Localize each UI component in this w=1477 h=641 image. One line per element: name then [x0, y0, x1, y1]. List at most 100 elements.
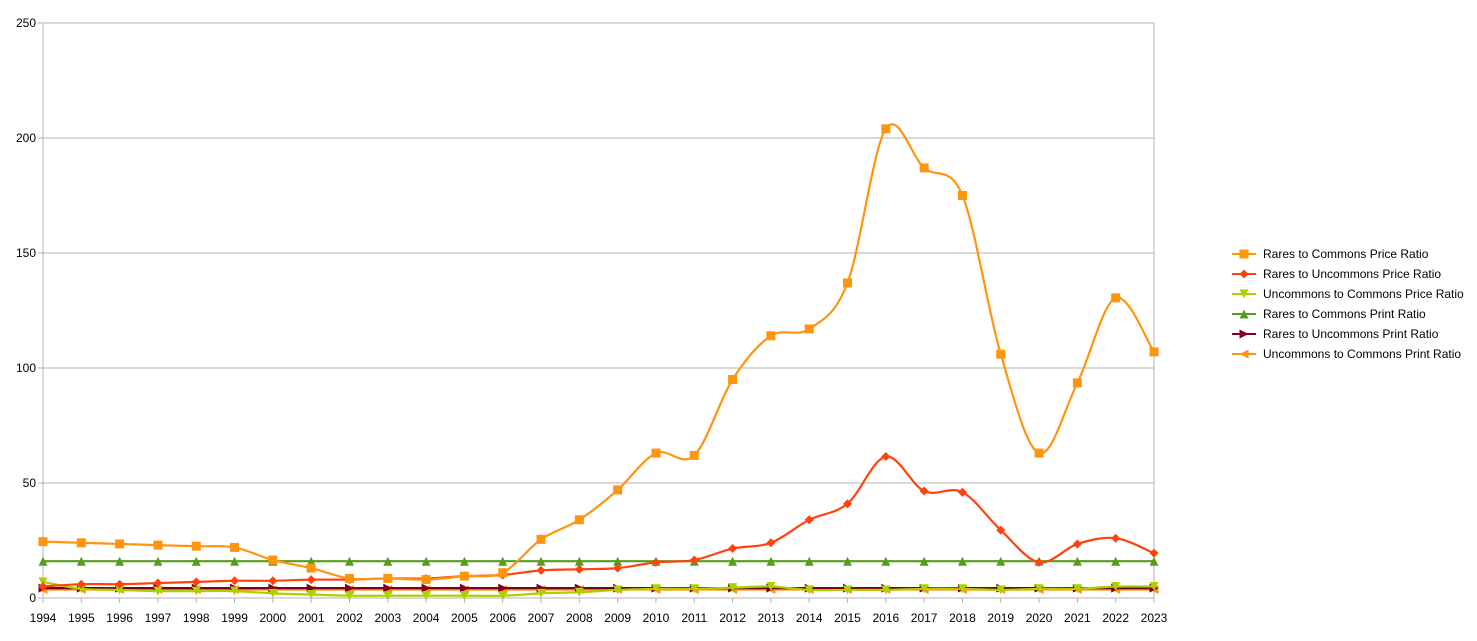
data-point — [804, 556, 814, 566]
legend-item: Rares to Commons Print Ratio — [1232, 307, 1426, 321]
legend-marker — [1239, 249, 1249, 259]
data-point — [1111, 582, 1121, 591]
data-point — [766, 556, 776, 566]
x-tick-label: 2016 — [872, 611, 899, 625]
data-point — [1072, 378, 1082, 388]
data-point — [498, 556, 508, 566]
data-point — [115, 579, 125, 589]
data-point — [1072, 584, 1082, 594]
legend-marker — [1239, 269, 1249, 279]
data-point — [1034, 557, 1044, 567]
data-point — [804, 515, 814, 525]
data-point — [1149, 556, 1159, 566]
legend-label: Rares to Commons Print Ratio — [1263, 307, 1426, 321]
data-point — [651, 584, 661, 594]
x-tick-label: 2020 — [1026, 611, 1053, 625]
data-point — [881, 452, 891, 462]
data-point — [536, 534, 546, 544]
data-point — [153, 540, 163, 550]
data-point — [843, 585, 853, 595]
x-tick-label: 2015 — [834, 611, 861, 625]
data-point — [689, 555, 699, 565]
x-tick-label: 1999 — [221, 611, 248, 625]
data-point — [957, 487, 967, 497]
x-tick-label: 2022 — [1102, 611, 1129, 625]
data-point — [1072, 556, 1082, 566]
data-point — [498, 568, 508, 578]
legend-marker — [1239, 309, 1249, 319]
data-point — [574, 515, 584, 525]
gridlines — [43, 22, 1154, 599]
series-line — [42, 455, 1155, 588]
series-3 — [38, 556, 1159, 566]
data-point — [1072, 539, 1082, 549]
legend-label: Rares to Uncommons Price Ratio — [1263, 267, 1441, 281]
data-point — [766, 331, 776, 341]
data-point — [153, 556, 163, 566]
data-point — [613, 563, 623, 573]
data-point — [268, 588, 278, 598]
series-line — [42, 123, 1155, 581]
data-point — [728, 583, 738, 593]
data-point — [153, 578, 163, 588]
x-tick-label: 1997 — [145, 611, 172, 625]
data-point — [651, 448, 661, 458]
data-point — [383, 591, 393, 601]
data-point — [574, 564, 584, 574]
data-point — [191, 577, 201, 587]
series-0 — [38, 123, 1159, 585]
data-point — [1149, 548, 1159, 558]
data-point — [536, 556, 546, 566]
data-point — [1111, 556, 1121, 566]
y-tick-label: 100 — [16, 361, 36, 375]
data-point — [651, 557, 661, 567]
data-point — [383, 573, 393, 583]
legend-item: Rares to Uncommons Print Ratio — [1232, 327, 1439, 341]
data-point — [919, 486, 929, 496]
data-point — [766, 538, 776, 548]
data-point — [306, 575, 316, 585]
data-point — [843, 278, 853, 288]
data-point — [344, 591, 354, 601]
data-point — [115, 556, 125, 566]
data-point — [613, 585, 623, 595]
data-point — [498, 583, 508, 593]
data-point — [728, 544, 738, 554]
data-point — [766, 582, 776, 591]
data-point — [957, 191, 967, 200]
x-tick-label: 1996 — [106, 611, 133, 625]
x-tick-label: 2009 — [604, 611, 631, 625]
data-point — [230, 556, 240, 566]
data-point — [230, 576, 240, 586]
x-tick-label: 2011 — [681, 611, 707, 625]
data-point — [1111, 533, 1121, 543]
data-point — [957, 556, 967, 566]
data-point — [459, 583, 469, 593]
legend-item: Uncommons to Commons Print Ratio — [1232, 347, 1461, 361]
data-point — [996, 556, 1006, 566]
data-point — [230, 586, 240, 596]
data-point — [881, 585, 891, 595]
data-point — [38, 556, 48, 566]
data-point — [996, 349, 1006, 359]
x-tick-label: 2002 — [336, 611, 363, 625]
data-point — [153, 586, 163, 596]
legend-label: Rares to Uncommons Print Ratio — [1263, 327, 1439, 341]
x-tick-label: 2000 — [260, 611, 287, 625]
data-point — [191, 541, 201, 551]
x-tick-label: 2004 — [413, 611, 440, 625]
data-point — [76, 584, 86, 594]
legend: Rares to Commons Price Ratio Rares to Unc… — [1232, 247, 1464, 361]
data-point — [459, 591, 469, 601]
data-point — [459, 556, 469, 566]
legend-marker — [1239, 349, 1249, 359]
data-point — [76, 579, 86, 589]
legend-marker — [1239, 329, 1249, 339]
data-point — [996, 585, 1006, 595]
data-point — [728, 556, 738, 566]
x-tick-label: 2013 — [758, 611, 785, 625]
legend-item: Uncommons to Commons Price Ratio — [1232, 287, 1464, 301]
x-tick-label: 2014 — [796, 611, 823, 625]
legend-label: Uncommons to Commons Print Ratio — [1263, 347, 1461, 361]
